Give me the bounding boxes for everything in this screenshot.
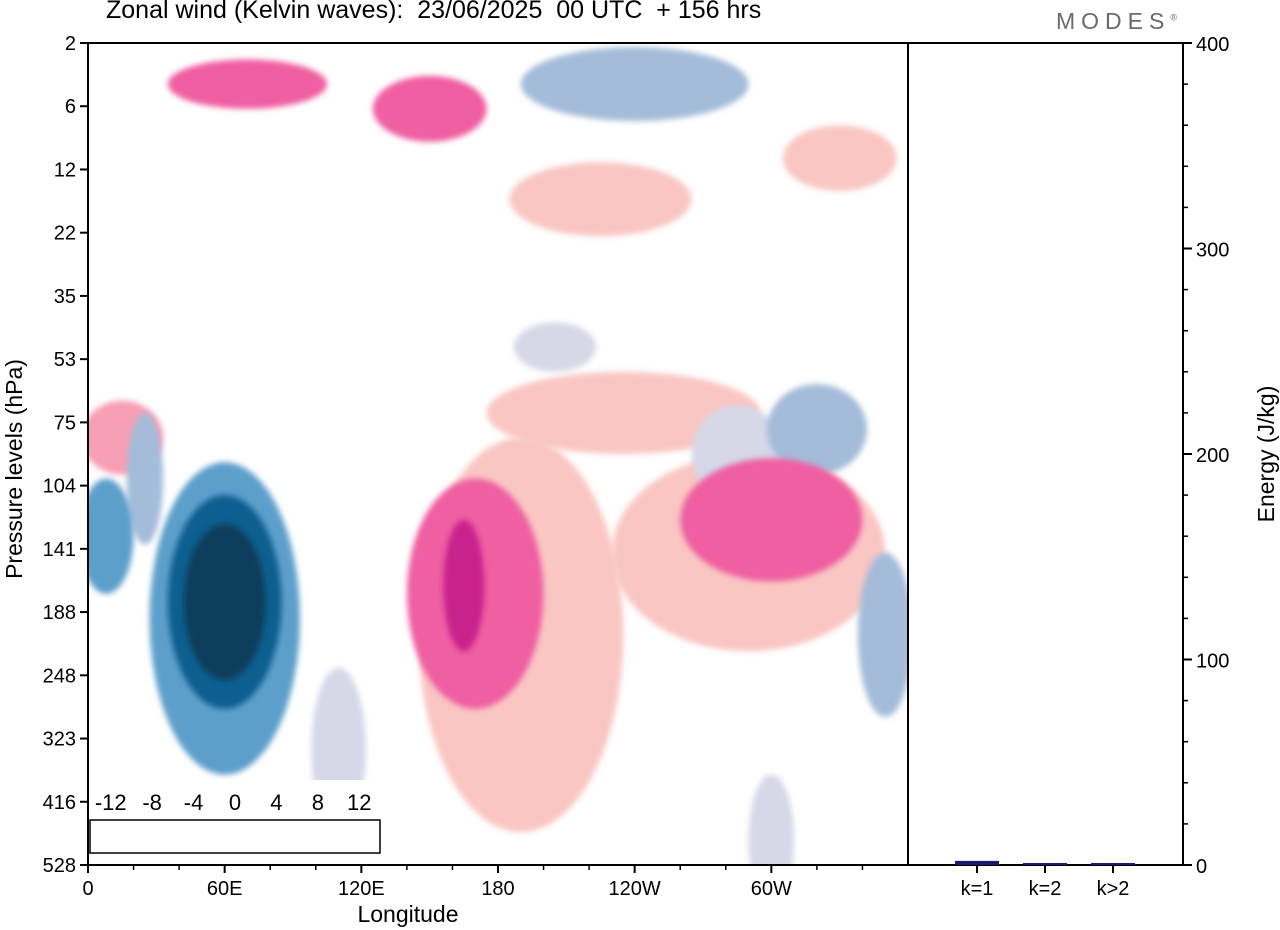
colorbar-frame [89, 819, 381, 854]
y-tick-label: 104 [43, 476, 76, 498]
energy-tick-label: 200 [1196, 445, 1229, 467]
heatmap-field [88, 47, 908, 865]
category-label: k>2 [1097, 878, 1130, 900]
x-tick-label: 120W [609, 878, 661, 900]
heatmap-feature [513, 322, 596, 372]
y-tick-label: 22 [54, 223, 76, 245]
energy-tick-label: 0 [1196, 856, 1207, 878]
x-tick-label: 60E [207, 878, 243, 900]
y-tick-label: 75 [54, 412, 76, 434]
y-tick-label: 188 [43, 602, 76, 624]
heatmap-feature [857, 552, 908, 717]
heatmap-feature [486, 371, 760, 454]
energy-tick-label: 300 [1196, 240, 1229, 262]
colorbar-label: -4 [184, 790, 204, 815]
energy-bar [1091, 863, 1135, 865]
heatmap-feature [126, 412, 164, 545]
colorbar: -12 -8 -4 0 4 8 12 [88, 780, 382, 855]
x-tick-label: 0 [82, 878, 93, 900]
heatmap-feature [782, 125, 897, 191]
heatmap-feature [680, 458, 863, 582]
y-axis-title: Pressure levels (hPa) [1, 359, 27, 579]
category-label: k=1 [961, 878, 994, 900]
y-tick-label: 12 [54, 159, 76, 181]
colorbar-label: 12 [347, 790, 371, 815]
y-tick-label: 6 [65, 96, 76, 118]
energy-tick-label: 400 [1196, 34, 1229, 56]
y-tick-label: 35 [54, 286, 76, 308]
colorbar-label: -12 [95, 790, 127, 815]
energy-tick-label: 100 [1196, 651, 1229, 673]
heatmap-feature [167, 59, 328, 109]
y-tick-label: 323 [43, 729, 76, 751]
colorbar-label: 8 [312, 790, 324, 815]
heatmap-feature [509, 162, 692, 237]
heatmap-feature [748, 774, 795, 865]
category-label: k=2 [1029, 878, 1062, 900]
heatmap-feature [88, 478, 134, 594]
brand-text: MODES [1056, 8, 1171, 34]
x-tick-label: 180 [481, 878, 514, 900]
y-tick-label: 141 [43, 539, 76, 561]
y-tick-label: 53 [54, 349, 76, 371]
x-tick-label: 60W [751, 878, 792, 900]
chart-title: Zonal wind (Kelvin waves): 23/06/2025 00… [106, 0, 762, 24]
heatmap-feature [443, 519, 485, 652]
y-tick-label: 416 [43, 792, 76, 814]
energy-axis-title: Energy (J/kg) [1253, 386, 1279, 523]
colorbar-label: 0 [229, 790, 241, 815]
heatmap-feature [520, 47, 749, 122]
brand-logo: MODES® [1056, 8, 1177, 35]
colorbar-label: 4 [270, 790, 282, 815]
x-tick-label: 120E [338, 878, 385, 900]
y-tick-label: 528 [43, 855, 76, 877]
y-tick-label: 248 [43, 665, 76, 687]
heatmap-feature [372, 75, 487, 142]
energy-bar [1023, 863, 1067, 865]
heatmap-feature [766, 384, 868, 475]
energy-bar-axes: 0 100 200 300 400 Energy (J/kg) k=1 k=2 k>2 [907, 34, 1279, 900]
heatmap-feature [183, 523, 266, 681]
colorbar-background [88, 780, 382, 855]
x-axis-title: Longitude [357, 901, 458, 927]
energy-bar [955, 860, 999, 865]
y-tick-label: 2 [65, 33, 76, 55]
colorbar-label: -8 [142, 790, 162, 815]
brand-registered-mark: ® [1170, 12, 1177, 23]
